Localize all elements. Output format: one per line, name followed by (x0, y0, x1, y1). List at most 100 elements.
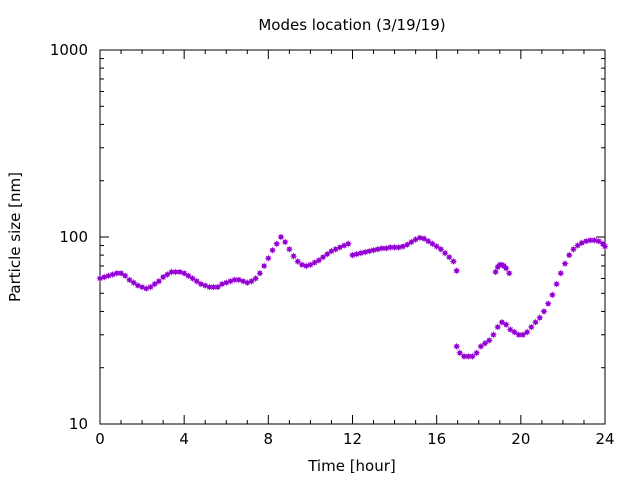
data-point (557, 269, 565, 277)
data-point (264, 254, 272, 262)
data-point (151, 280, 159, 288)
data-point (319, 253, 327, 261)
data-point (574, 241, 582, 250)
data-point (374, 245, 382, 253)
data-point (489, 331, 498, 339)
data-point (231, 276, 239, 284)
data-point (167, 268, 176, 276)
data-point (494, 323, 502, 331)
data-point (420, 235, 428, 243)
data-point (294, 257, 302, 266)
data-point (176, 268, 184, 276)
data-point (193, 277, 201, 285)
data-point (210, 283, 218, 291)
data-point (159, 273, 167, 281)
data-point (273, 240, 281, 248)
plot-frame (99, 49, 606, 425)
data-point (595, 237, 603, 245)
data-point (590, 236, 599, 244)
data-point (519, 331, 527, 339)
data-point (214, 283, 222, 291)
data-point (184, 272, 192, 280)
axis-ticks (99, 49, 606, 425)
data-point (113, 269, 121, 277)
data-point (125, 276, 134, 284)
data-point (565, 251, 573, 259)
y-axis-label: Particle size [nm] (6, 172, 24, 302)
data-point (561, 260, 569, 268)
data-point (180, 269, 188, 277)
x-tick-label: 12 (343, 430, 362, 448)
data-point (601, 242, 609, 251)
data-point (449, 257, 458, 266)
data-point (298, 261, 306, 269)
data-point (527, 323, 535, 331)
data-point (146, 283, 155, 291)
chart-title: Modes location (3/19/19) (258, 16, 445, 34)
data-point (315, 256, 323, 264)
x-axis-label: Time [hour] (307, 457, 396, 475)
data-point (357, 249, 365, 257)
data-point (510, 328, 519, 336)
data-point (395, 243, 403, 251)
data-point (277, 233, 285, 241)
data-point (515, 331, 523, 339)
data-point (281, 238, 289, 246)
y-tick-label: 100 (59, 228, 88, 246)
data-point (130, 279, 138, 287)
data-point (390, 243, 399, 251)
data-point (468, 352, 477, 360)
data-point (285, 245, 293, 253)
data-point (378, 244, 386, 252)
data-point (485, 336, 493, 344)
data-point (365, 247, 373, 255)
data-point (252, 274, 260, 283)
data-point (437, 245, 445, 253)
data-point (424, 237, 432, 245)
data-point (260, 262, 268, 270)
data-point (382, 244, 390, 252)
data-point (460, 352, 468, 360)
data-point (348, 251, 357, 259)
data-point (502, 264, 510, 272)
x-tick-label: 8 (264, 430, 274, 448)
data-point (505, 269, 513, 277)
data-point (188, 274, 197, 283)
x-tick-label: 16 (427, 430, 446, 448)
data-point (569, 245, 578, 253)
data-point (453, 267, 461, 275)
data-point (498, 318, 506, 326)
data-point (268, 246, 277, 254)
data-point (344, 240, 352, 248)
data-point (531, 318, 540, 326)
data-point (407, 238, 416, 246)
data-point (502, 321, 510, 329)
y-tick-label: 10 (69, 415, 88, 433)
x-tick-label: 20 (511, 430, 530, 448)
data-point (544, 300, 552, 308)
data-points (96, 233, 609, 360)
data-point (256, 269, 264, 277)
data-point (491, 268, 500, 276)
data-point (353, 250, 361, 258)
x-tick-label: 0 (95, 430, 105, 448)
data-point (109, 270, 117, 279)
data-point (548, 291, 556, 299)
data-point (536, 314, 544, 322)
y-tick-label: 1000 (50, 41, 88, 59)
data-point (481, 339, 489, 347)
data-point (117, 269, 125, 277)
data-point (403, 241, 411, 249)
data-point (247, 277, 256, 285)
data-point (506, 325, 514, 334)
data-point (163, 270, 171, 279)
data-point (302, 262, 310, 270)
data-point (582, 237, 590, 245)
data-point (523, 328, 531, 336)
data-point (433, 242, 441, 251)
data-point (386, 243, 394, 251)
data-point (428, 240, 437, 248)
tick-labels: 0 4 8 12 16 20 24 10 100 1000 (50, 41, 615, 448)
data-point (456, 349, 464, 357)
